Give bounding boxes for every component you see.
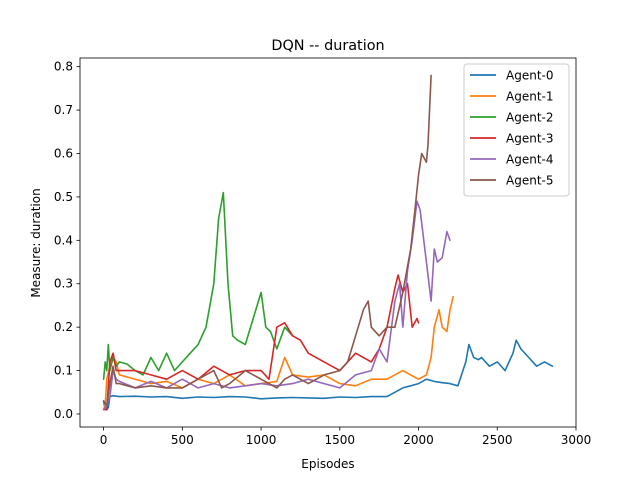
x-tick-label: 0 [100,433,108,447]
y-tick-label: 0.4 [54,233,73,247]
legend: Agent-0 Agent-1 Agent-2 Agent-3 Agent-4 Agent… [463,63,570,197]
legend-box [463,63,570,197]
axes-frame [79,57,577,428]
y-tick-label: 0.0 [54,407,73,421]
legend-label-agent-5: Agent-5 [506,174,553,188]
x-axis-label: Episodes [301,457,354,471]
legend-label-agent-1: Agent-1 [506,90,553,104]
y-tick-label: 0.8 [54,60,73,74]
y-tick-label: 0.6 [54,147,73,161]
x-tick-label: 500 [171,433,194,447]
series-line-agent-3 [102,274,420,411]
plot-area: 0 500 1000 1500 2000 2500 3000 0.0 0.1 0.2 0.3 0.4 0… [54,57,592,447]
y-tick-label: 0.2 [54,320,73,334]
x-tick-label: 2000 [403,433,434,447]
x-tick-label: 1000 [246,433,277,447]
legend-label-agent-0: Agent-0 [506,69,553,83]
x-tick-label: 1500 [325,433,356,447]
y-axis-label: Measure: duration [29,188,43,297]
legend-label-agent-2: Agent-2 [506,111,553,125]
legend-label-agent-4: Agent-4 [506,153,553,167]
series-line-agent-0 [102,339,554,411]
legend-label-agent-3: Agent-3 [506,132,553,146]
y-tick-label: 0.3 [54,277,73,291]
y-tick-label: 0.1 [54,364,73,378]
series-group [102,74,554,411]
x-tick-label: 3000 [561,433,592,447]
x-tick-label: 2500 [482,433,513,447]
chart-title: DQN -- duration [271,38,384,54]
series-line-agent-1 [102,295,455,411]
y-tick-label: 0.7 [54,103,73,117]
y-tick-label: 0.5 [54,190,73,204]
series-line-agent-5 [102,74,432,407]
